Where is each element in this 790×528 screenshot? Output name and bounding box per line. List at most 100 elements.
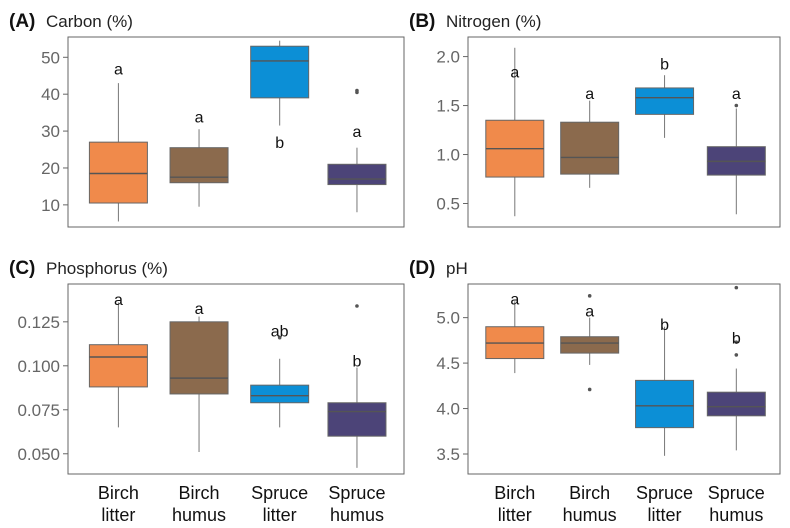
box-spruce-litter: b [635,317,695,456]
iqr-box [169,321,229,395]
box-birch-humus: a [169,109,229,207]
y-tick-label: 4.5 [436,354,460,373]
outlier-point [734,340,739,344]
iqr-box [560,336,620,354]
x-category-label: humus [563,505,617,525]
significance-letter: b [732,331,741,348]
panel-title: Phosphorus (%) [46,259,168,278]
significance-letter: a [585,303,594,320]
panel-letter: (C) [9,258,35,279]
panel-letter: (B) [409,11,435,32]
box-birch-humus: a [169,301,229,453]
y-tick-label: 10 [41,196,60,215]
x-category-label: Spruce [328,483,385,503]
iqr-box [327,163,387,186]
outlier-point [355,304,359,308]
box-spruce-litter: b [635,56,695,138]
significance-letter: b [660,317,669,334]
panel-letter: (D) [409,258,435,279]
significance-letter: b [660,56,669,73]
significance-letter: a [353,124,362,141]
y-tick-label: 4.0 [436,400,460,419]
box-birch-humus: a [560,294,620,392]
y-tick-label: 30 [41,122,60,141]
y-tick-label: 1.0 [436,146,460,165]
x-category-label: Birch [494,483,535,503]
significance-letter: a [732,86,741,103]
iqr-box [250,384,310,404]
y-tick-label: 0.5 [436,194,460,213]
panel-b: (B) Nitrogen (%) 0.5 1.0 1.5 2.0 a a b a [409,11,781,228]
box-birch-litter: a [88,61,148,222]
box-spruce-litter: b [250,40,310,152]
box-birch-litter: a [485,292,545,374]
panel-a: (A) Carbon (%) 10 20 30 40 50 a a b a [9,11,405,228]
box-birch-litter: a [485,47,545,217]
significance-letter: b [275,135,284,152]
box-spruce-humus: a [327,88,387,213]
significance-letter: a [585,86,594,103]
iqr-box [250,45,310,99]
x-category-label: litter [498,505,532,525]
significance-letter: ab [271,324,289,341]
outlier-point [587,387,592,392]
x-category-label: litter [648,505,682,525]
y-tick-label: 1.5 [436,97,460,116]
iqr-box [88,344,148,388]
outlier-point [734,285,739,290]
iqr-box [635,379,695,429]
iqr-box [706,391,766,417]
y-tick-label: 0.125 [17,313,60,332]
x-category-label: Birch [569,483,610,503]
iqr-box [88,141,148,204]
x-category-label: Spruce [251,483,308,503]
plot-frame [467,283,781,475]
x-category-label: litter [101,505,135,525]
box-spruce-humus: b [706,285,766,451]
x-category-label: humus [709,505,763,525]
significance-letter: a [114,292,123,309]
y-tick-label: 0.075 [17,401,60,420]
iqr-box [560,121,620,175]
plot-frame [67,283,405,475]
y-tick-label: 20 [41,159,60,178]
significance-letter: a [195,301,204,318]
panel-title: Carbon (%) [46,12,133,31]
iqr-box [635,87,695,115]
outlier-point [734,353,739,357]
x-category-label: humus [330,505,384,525]
box-spruce-humus: b [327,304,387,468]
y-tick-label: 5.0 [436,309,460,328]
significance-letter: a [195,109,204,126]
plot-frame [467,36,781,228]
outlier-point [277,335,282,340]
y-tick-label: 50 [41,48,60,67]
box-birch-humus: a [560,86,620,188]
iqr-box [327,402,387,437]
box-spruce-humus: a [706,86,766,215]
y-tick-label: 0.050 [17,445,60,464]
outlier-point [587,294,592,298]
significance-letter: a [510,292,519,309]
y-tick-label: 2.0 [436,48,460,67]
panel-title: pH [446,259,468,278]
x-category-label: Birch [98,483,139,503]
panel-c: (C) Phosphorus (%) 0.050 0.075 0.100 0.125 a a a… [9,258,405,525]
x-category-label: Birch [179,483,220,503]
x-category-label: humus [172,505,226,525]
x-category-label: Spruce [708,483,765,503]
significance-letter: a [114,61,123,78]
y-tick-label: 40 [41,85,60,104]
panel-letter: (A) [9,11,35,32]
significance-letter: a [510,64,519,81]
outlier-point [355,88,359,93]
box-spruce-litter: ab [250,324,310,428]
x-category-label: Spruce [636,483,693,503]
x-category-label: litter [263,505,297,525]
outlier-point [734,103,739,108]
plot-frame [67,36,405,228]
significance-letter: b [353,354,362,371]
y-tick-label: 0.100 [17,357,60,376]
box-birch-litter: a [88,292,148,428]
